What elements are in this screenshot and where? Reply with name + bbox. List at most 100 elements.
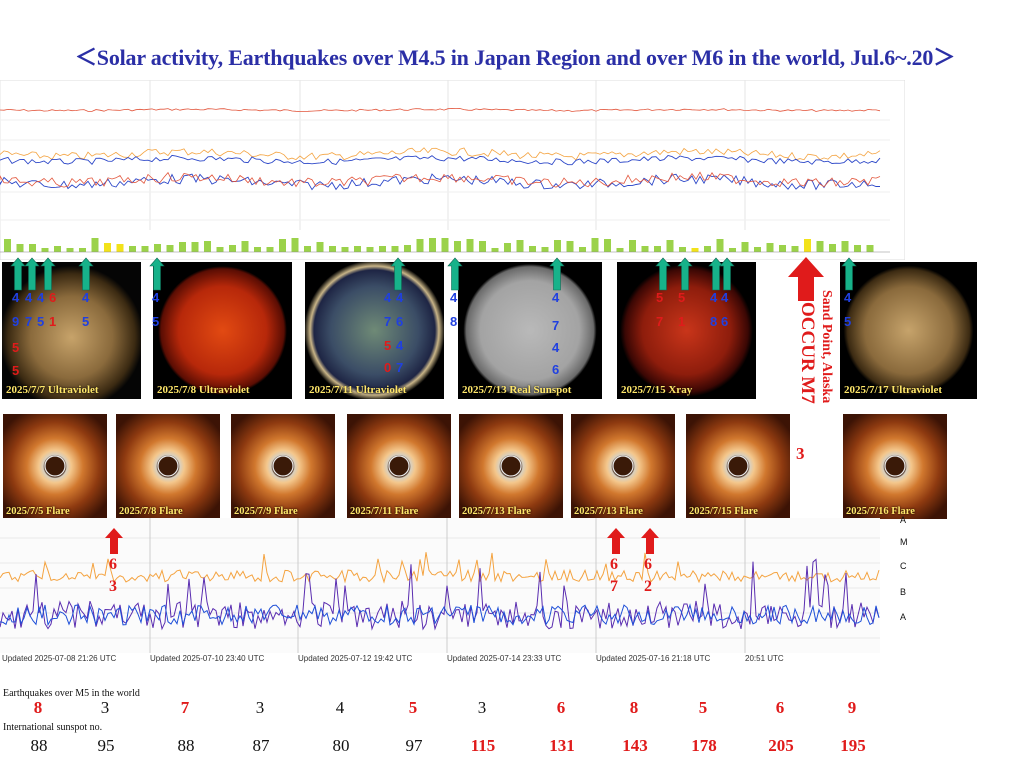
quake-num: 6 [721, 314, 729, 329]
flare-image-4: 2025/7/11 Flare [347, 414, 451, 519]
earthquake-count: 5 [698, 698, 708, 717]
quake-num: 4 [552, 340, 560, 355]
goes-flux-panel [0, 80, 905, 260]
quake-num: 4 [450, 290, 458, 305]
flare-caption: 2025/7/5 Flare [6, 506, 70, 517]
quake-num: 7 [396, 360, 404, 375]
quake-num: 5 [12, 340, 20, 355]
quake-num: 4 [25, 290, 33, 305]
quake-num: 6 [49, 290, 57, 305]
flare-arrow-icon [607, 528, 625, 554]
green-arrow-layer [10, 257, 857, 291]
quake-num: 5 [12, 363, 20, 378]
earthquake-arrow-icon [24, 257, 40, 291]
quake-num: 5 [82, 314, 90, 329]
update-time: 20:51 UTC [745, 654, 784, 663]
sun-caption: 2025/7/17 Ultraviolet [844, 384, 943, 396]
update-time: Updated 2025-07-12 19:42 UTC [298, 654, 413, 663]
occur-arrow-icon [788, 257, 824, 301]
sun-image-2: 2025/7/8 Ultraviolet [153, 262, 292, 399]
earthquake-count: 8 [629, 698, 639, 717]
earthquake-count: 4 [335, 698, 345, 717]
xray-class-m: M [900, 537, 908, 547]
occur-label: OCCUR M7 [797, 302, 818, 404]
sun-caption: 2025/7/13 Real Sunspot [462, 384, 572, 396]
quake-num: 4 [396, 338, 404, 353]
sunspot-number: 143 [622, 736, 648, 755]
quake-num: 5 [152, 314, 160, 329]
earthquake-count: 3 [255, 698, 265, 717]
quake-num: 1 [678, 314, 686, 329]
sunspot-number: 95 [97, 736, 115, 755]
earthquake-count: 5 [408, 698, 418, 717]
sunspot-number: 80 [332, 736, 350, 755]
sun-caption: 2025/7/7 Ultraviolet [6, 384, 99, 396]
flare-mag-bottom: 2 [644, 578, 652, 595]
sunspot-number: 195 [840, 736, 866, 755]
sunspot-number: 131 [549, 736, 575, 755]
sunspot-number: 87 [252, 736, 270, 755]
quake-num: 4 [12, 290, 20, 305]
earthquake-arrow-icon [149, 257, 165, 291]
goes-flux-plots [0, 80, 905, 260]
earthquake-count: 6 [556, 698, 566, 717]
flare-caption: 2025/7/9 Flare [234, 506, 298, 517]
earthquake-count: 3 [477, 698, 487, 717]
sunspot-number: 178 [691, 736, 717, 755]
quake-num: 7 [25, 314, 33, 329]
earthquake-count: 9 [847, 698, 857, 717]
flare-caption: 2025/7/13 Flare [462, 506, 531, 517]
earthquake-count: 7 [180, 698, 190, 717]
occur-mag: 3 [796, 444, 805, 463]
sunspot-number: 115 [470, 736, 496, 755]
page-title: ＜Solar activity, Earthquakes over M4.5 i… [74, 45, 956, 70]
sun-caption: 2025/7/11 Ultraviolet [309, 384, 407, 396]
sun-image-4: 2025/7/13 Real Sunspot [458, 262, 602, 399]
quake-num: 0 [384, 360, 392, 375]
flare-image-5: 2025/7/13 Flare [459, 414, 563, 519]
update-time: Updated 2025-07-08 21:26 UTC [2, 654, 117, 663]
quake-num: 4 [384, 290, 392, 305]
quake-num: 4 [721, 290, 729, 305]
earthquake-arrow-icon [447, 257, 463, 291]
flare-arrow-icon [105, 528, 123, 554]
quake-num: 4 [552, 290, 560, 305]
flare-mag-bottom: 3 [109, 578, 117, 595]
earthquake-arrow-icon [549, 257, 565, 291]
quake-num: 1 [49, 314, 57, 329]
quake-num: 8 [710, 314, 718, 329]
quake-num: 4 [844, 290, 852, 305]
update-time: Updated 2025-07-16 21:18 UTC [596, 654, 711, 663]
earthquakes-label: Earthquakes over M5 in the world [3, 688, 140, 699]
earthquake-arrow-icon [10, 257, 26, 291]
quake-num: 5 [656, 290, 664, 305]
quake-num: 4 [396, 290, 404, 305]
occur-label-wrap: OCCUR M7 [790, 302, 820, 462]
flare-mag-top: 6 [644, 556, 652, 573]
quake-num: 4 [37, 290, 45, 305]
xray-plot-bg [0, 518, 880, 653]
earthquake-count: 6 [775, 698, 785, 717]
quake-num: 4 [152, 290, 160, 305]
sunspot-number: 88 [177, 736, 195, 755]
quake-num: 4 [82, 290, 90, 305]
earthquake-arrow-icon [655, 257, 671, 291]
quake-num: 5 [384, 338, 392, 353]
earthquake-arrow-icon [677, 257, 693, 291]
flare-caption: 2025/7/16 Flare [846, 506, 915, 517]
flare-caption: 2025/7/13 Flare [574, 506, 643, 517]
earthquake-arrow-icon [719, 257, 735, 291]
update-time: Updated 2025-07-14 23:33 UTC [447, 654, 562, 663]
earthquake-count: 8 [33, 698, 43, 717]
flare-image-3: 2025/7/9 Flare [231, 414, 335, 519]
flare-image-8: 2025/7/16 Flare [843, 414, 947, 519]
xray-class-b: B [900, 587, 907, 597]
flare-image-7: 2025/7/15 Flare [686, 414, 790, 519]
sun-image-6: 2025/7/17 Ultraviolet [840, 262, 977, 399]
flare-arrow-icon [641, 528, 659, 554]
sun-image-3: 2025/7/11 Ultraviolet [305, 262, 444, 399]
sun-caption: 2025/7/8 Ultraviolet [157, 384, 250, 396]
xray-flux-chart [0, 518, 880, 653]
flare-image-6: 2025/7/13 Flare [571, 414, 675, 519]
sunspot-number: 205 [768, 736, 794, 755]
